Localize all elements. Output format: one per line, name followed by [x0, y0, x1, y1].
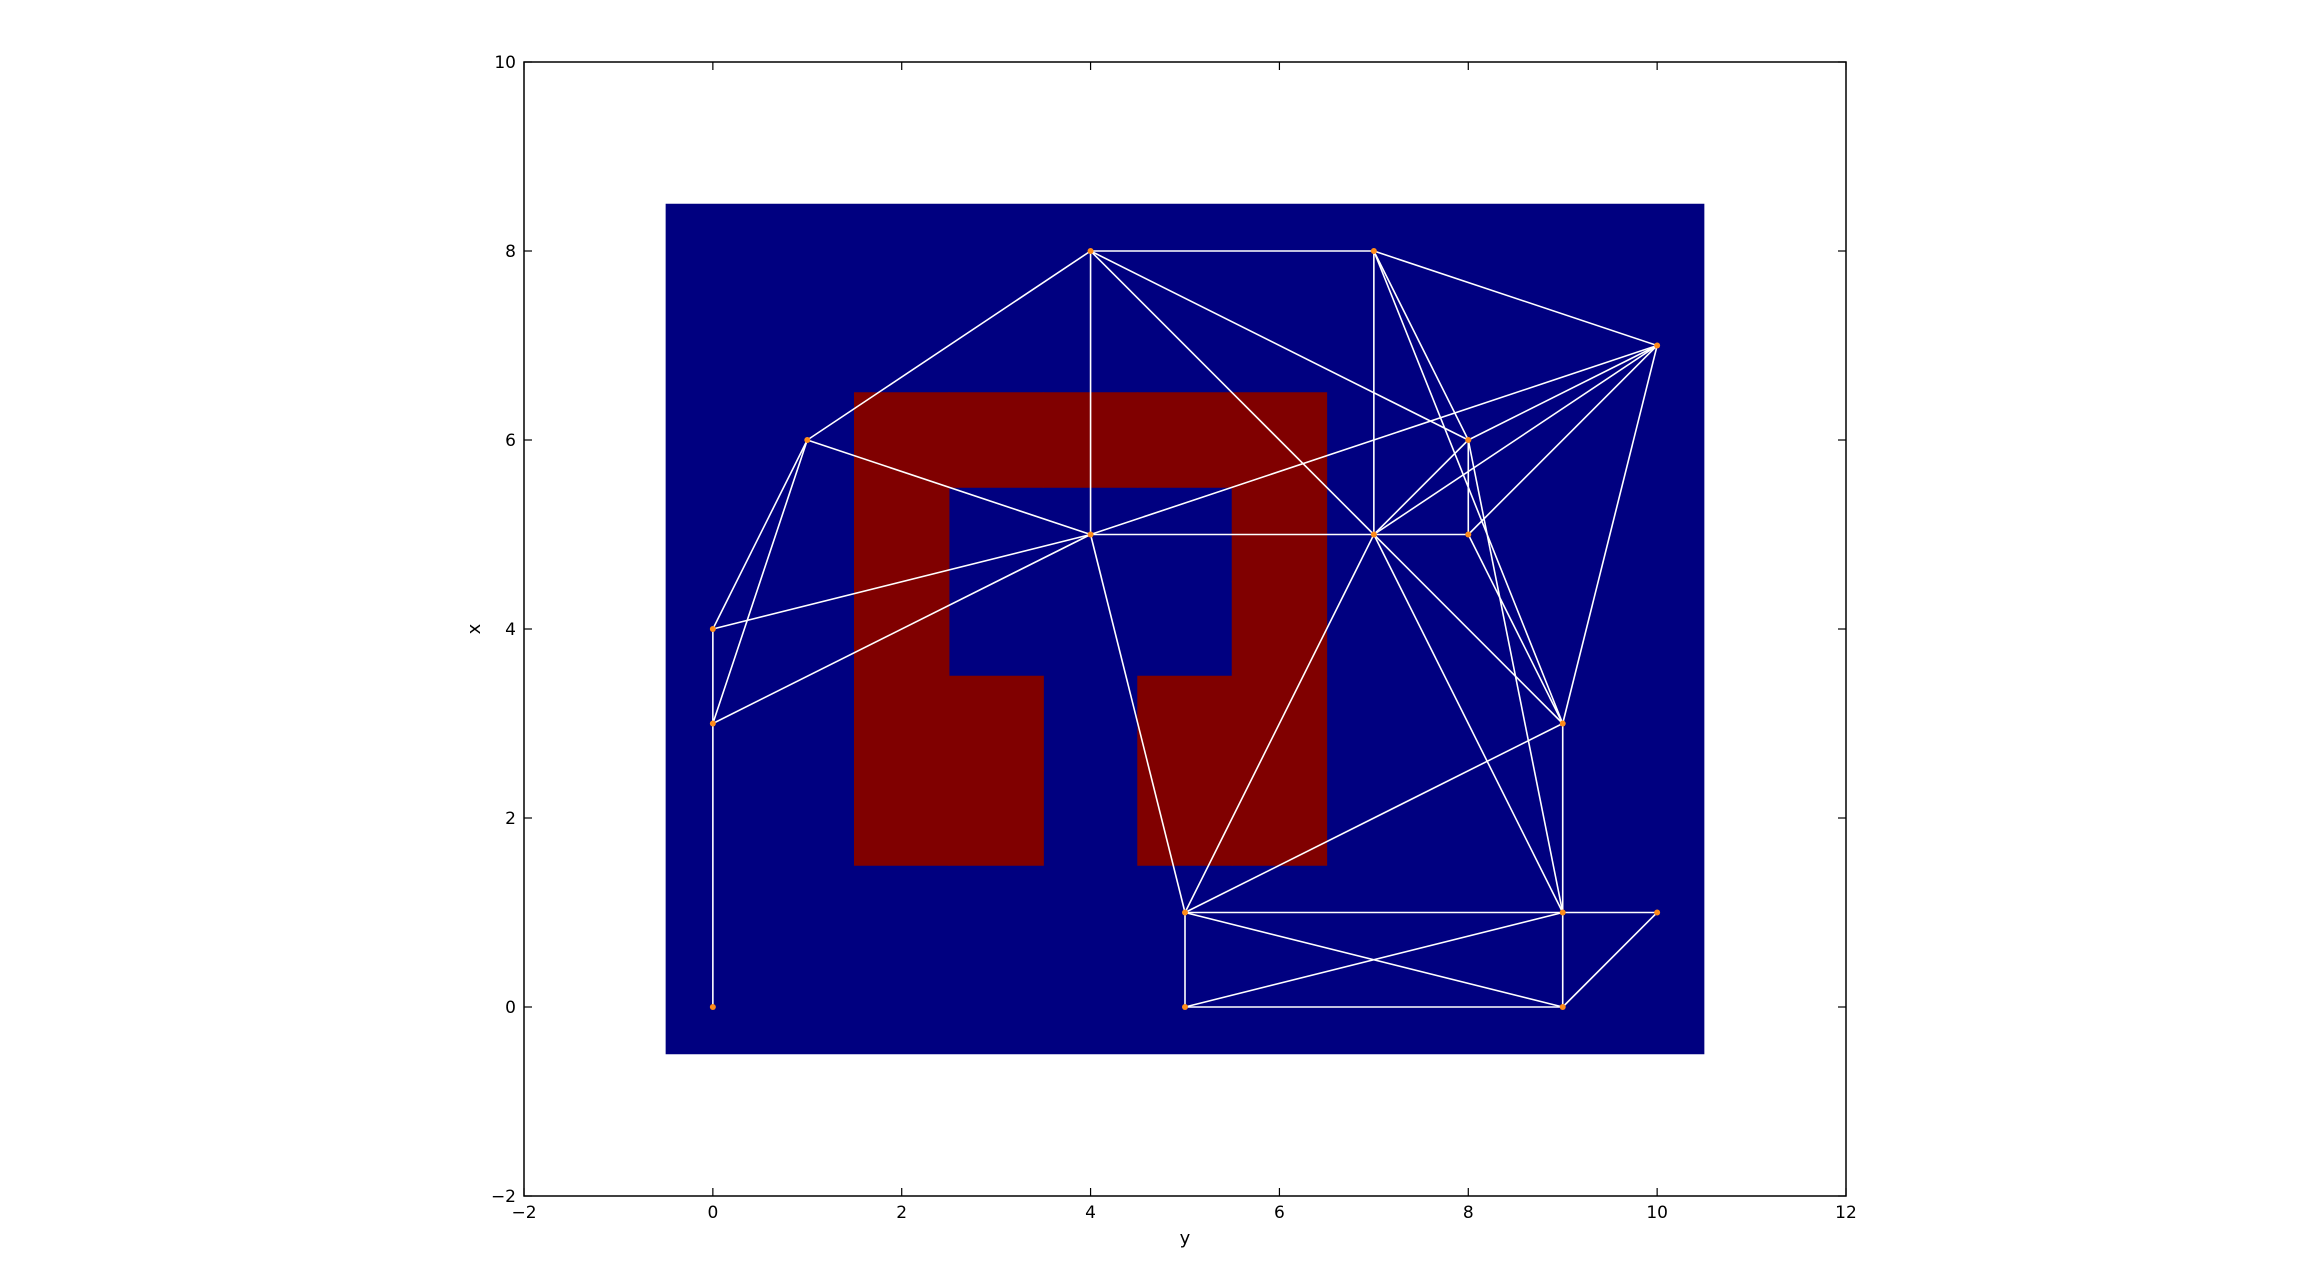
roadmap-edge [1373, 533, 1564, 725]
plot-area [665, 203, 1705, 1055]
obstacle-cell [854, 770, 950, 866]
obstacle-cell [1231, 581, 1328, 677]
y-tick-label: 10 [494, 53, 516, 73]
x-tick-label: 10 [1646, 1203, 1668, 1223]
roadmap-edge [1373, 250, 1658, 347]
roadmap-edge [712, 533, 1091, 725]
obstacle-cell [948, 770, 1044, 866]
y-axis-label: x [464, 623, 485, 634]
roadmap-node [1465, 531, 1472, 538]
roadmap-node [1087, 248, 1094, 254]
y-tick-label: −2 [491, 1187, 516, 1207]
roadmap-nodes [709, 248, 1661, 1010]
obstacle-cell [1137, 770, 1233, 866]
y-tick-label: 6 [505, 431, 516, 451]
roadmap-edge [1373, 439, 1469, 536]
obstacle-cell [854, 486, 950, 583]
obstacle-cell [1137, 392, 1233, 488]
roadmap-edge [1184, 911, 1563, 1008]
roadmap-node [1465, 437, 1472, 443]
roadmap-edge [1467, 344, 1658, 536]
roadmap-edge [712, 439, 809, 724]
roadmap-edge [1373, 534, 1564, 913]
roadmap-edge [1090, 250, 1469, 441]
obstacle-cell [948, 392, 1044, 488]
roadmap-edge [712, 533, 1091, 630]
roadmap-edge [712, 439, 809, 630]
roadmap-node [709, 720, 716, 727]
x-tick-label: 0 [707, 1203, 718, 1223]
roadmap-edge [1090, 250, 1375, 536]
roadmap-node [804, 437, 811, 443]
roadmap-edges [712, 250, 1658, 1008]
roadmap-node [1370, 248, 1377, 254]
roadmap-node [1182, 1004, 1188, 1010]
obstacle-cell [854, 675, 950, 772]
obstacle-cell [1231, 770, 1328, 866]
roadmap-edge [1373, 344, 1658, 536]
roadmap-node [1087, 531, 1094, 538]
x-tick-label: 6 [1274, 1203, 1285, 1223]
roadmap-node [709, 626, 716, 632]
roadmap-node [1559, 720, 1566, 727]
obstacle-cell [854, 392, 950, 488]
roadmap-edge [1467, 534, 1564, 724]
roadmap-edge [1184, 534, 1375, 913]
axis-ticks: −2 0 2 4 6 8 10 12 −2 0 2 4 6 8 10 [491, 53, 1857, 1223]
x-tick-label: 2 [896, 1203, 907, 1223]
roadmap-node [1654, 909, 1661, 916]
x-tick-label: 8 [1463, 1203, 1474, 1223]
roadmap-edge [1467, 344, 1658, 441]
roadmap-edge [1373, 250, 1470, 441]
x-tick-label: −2 [511, 1203, 536, 1223]
roadmap-node [709, 1004, 716, 1010]
roadmap-edge [1089, 534, 1186, 913]
y-tick-label: 8 [505, 242, 516, 262]
obstacle-cell [1137, 675, 1233, 772]
x-tick-label: 12 [1835, 1203, 1857, 1223]
y-tick-label: 0 [505, 998, 516, 1018]
roadmap-node [1182, 909, 1188, 916]
roadmap-node [1559, 1004, 1566, 1010]
roadmap-node [1559, 909, 1566, 916]
roadmap-edge [1562, 911, 1658, 1008]
roadmap-edge [806, 250, 1092, 441]
roadmap-edge [807, 439, 1091, 536]
roadmap-node [1654, 342, 1661, 349]
y-tick-label: 4 [505, 620, 516, 640]
obstacle-cell [948, 675, 1044, 772]
roadmap-node [1370, 531, 1377, 538]
x-tick-label: 4 [1085, 1203, 1096, 1223]
roadmap-edge [1184, 722, 1564, 914]
y-tick-label: 2 [505, 809, 516, 829]
roadmap-edge [1561, 345, 1658, 724]
x-axis-label: y [1180, 1228, 1191, 1249]
